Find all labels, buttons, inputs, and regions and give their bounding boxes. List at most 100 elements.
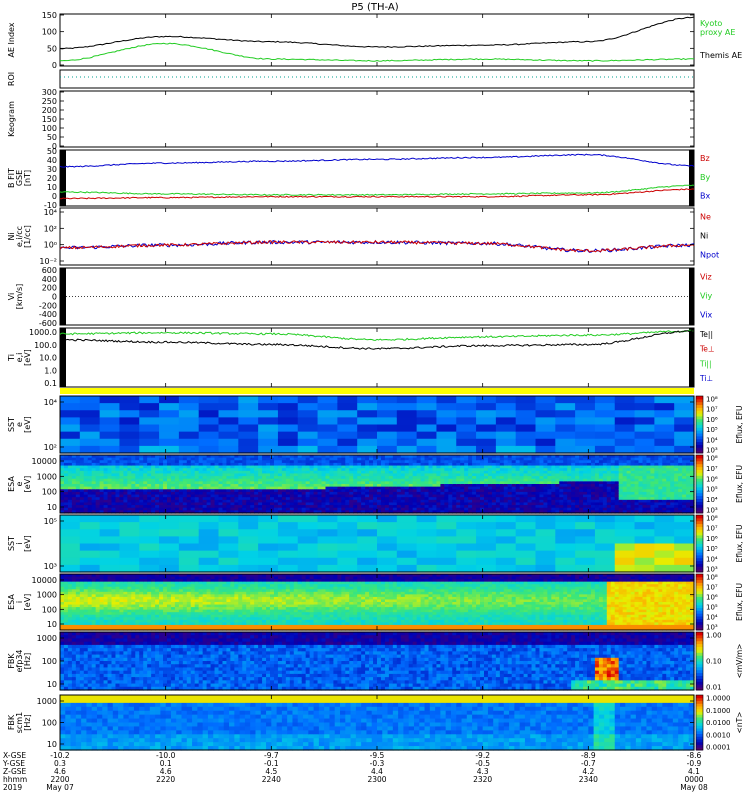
esa_i-spectrogram	[60, 574, 695, 631]
esa_e-cell	[531, 473, 537, 477]
esa_e-cell	[119, 486, 124, 490]
esa_i-cell	[107, 586, 113, 590]
esa_e-cell	[547, 486, 552, 490]
sst_i-cell	[337, 543, 358, 552]
esa_e-cell	[444, 499, 449, 504]
esa_e-cell	[483, 494, 489, 498]
sst_i-cell	[555, 529, 576, 537]
sst_i-cell	[416, 557, 438, 566]
esa_e-cell	[575, 478, 580, 482]
esa_e-cell	[535, 484, 541, 488]
esa_e-cell	[285, 462, 291, 467]
esa_e-cell	[559, 462, 564, 467]
esa_e-cell	[226, 462, 231, 467]
esa_i-cell	[87, 591, 93, 595]
esa_i-cell	[115, 627, 121, 631]
esa_e-cell	[638, 489, 644, 493]
esa_i-cell	[139, 607, 144, 611]
esa_i-cell	[67, 614, 73, 618]
esa_e-cell	[388, 481, 394, 485]
sst_i-cell	[60, 550, 81, 559]
esa_e-cell	[594, 486, 600, 490]
esa_e-cell	[341, 489, 346, 493]
esa_i-cell	[103, 594, 109, 598]
sst_e-cell	[396, 431, 418, 440]
esa_e-cell	[99, 462, 105, 467]
esa_e-cell	[670, 476, 675, 480]
esa_e-cell	[555, 470, 560, 475]
esa_e-cell	[143, 465, 148, 469]
esa_e-cell	[392, 468, 398, 472]
esa_e-cell	[242, 465, 247, 469]
esa_e-cell	[682, 457, 687, 461]
sst_e-cell	[60, 396, 81, 404]
esa_e-cell	[487, 510, 493, 514]
esa_e-cell	[71, 497, 77, 501]
esa_e-cell	[214, 457, 220, 461]
esa_e-cell	[551, 481, 556, 485]
esa_e-cell	[230, 505, 235, 509]
esa_i-cell	[135, 614, 140, 618]
esa_i-cell	[143, 604, 148, 608]
esa_i-cell	[67, 591, 73, 595]
esa_e-cell	[563, 455, 568, 459]
esa_e-cell	[155, 497, 160, 501]
sst_e-cell	[337, 438, 358, 447]
sst_e-cell	[198, 403, 220, 411]
esa_e-cell	[464, 455, 469, 459]
esa_i-cell	[63, 602, 69, 606]
esa_e-cell	[420, 505, 426, 509]
esa_e-cell	[190, 473, 196, 477]
esa_e-cell	[119, 497, 124, 501]
esa_e-cell	[345, 510, 350, 514]
esa_i-cell	[87, 574, 93, 578]
esa_e-cell	[317, 499, 323, 504]
esa_i-cell	[123, 614, 128, 618]
esa_e-cell	[519, 507, 525, 511]
esa_e-cell	[674, 486, 679, 490]
esa_e-cell	[377, 510, 382, 514]
esa_e-cell	[519, 484, 525, 488]
esa_e-cell	[361, 457, 366, 461]
esa_e-cell	[329, 468, 335, 472]
esa_e-cell	[155, 505, 160, 509]
esa_e-cell	[250, 465, 255, 469]
bfield-ytick-label: 10	[47, 183, 57, 192]
esa_e-colorbar-step	[696, 510, 703, 514]
esa_e-cell	[285, 468, 291, 472]
esa_e-cell	[289, 494, 295, 498]
esa_e-cell	[242, 476, 247, 480]
esa_e-cell	[487, 489, 493, 493]
esa_e-cell	[115, 468, 121, 472]
esa_e-cell	[190, 510, 196, 514]
esa_e-cell	[491, 484, 497, 488]
esa_e-cell	[495, 455, 501, 459]
esa_e-cell	[353, 497, 358, 501]
esa_e-cell	[531, 505, 537, 509]
esa_e-cell	[79, 491, 85, 496]
esa_e-cell	[456, 489, 461, 493]
esa_i-cell	[111, 609, 117, 613]
esa_e-cell	[182, 491, 188, 496]
sst_e-cell	[79, 445, 101, 454]
esa_e-cell	[369, 486, 374, 490]
esa_e-cell	[610, 465, 616, 469]
sst_i-colorbar-step	[696, 526, 703, 530]
sst_i-cell	[456, 557, 477, 566]
sst_e-cell	[495, 410, 517, 418]
esa_e-cell	[67, 491, 73, 496]
sst_i-cell	[258, 557, 279, 566]
esa_i-cell	[139, 596, 144, 601]
esa_e-cell	[63, 460, 69, 464]
sst_e-cell	[317, 424, 338, 433]
density-ylabel: e,i/cc	[15, 226, 24, 247]
esa_e-colorbar-step	[696, 492, 703, 497]
esa_e-cell	[483, 486, 489, 490]
esa_i-cell	[135, 602, 140, 606]
esa_e-cell	[662, 473, 667, 477]
sst_i-cell	[178, 536, 200, 545]
ae-frame	[59, 13, 695, 67]
esa_e-cell	[598, 478, 604, 482]
sst_e-colorbar-step	[696, 407, 703, 411]
esa_e-cell	[79, 473, 85, 477]
